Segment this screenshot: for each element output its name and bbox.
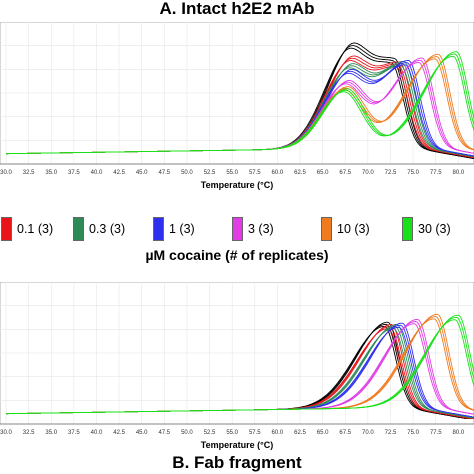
x-tick-label: 80.0 — [452, 170, 464, 176]
x-tick-label: 47.5 — [158, 430, 170, 436]
legend-swatch-3 — [232, 217, 243, 241]
x-tick-label: 32.5 — [23, 430, 35, 436]
legend-label-3: 3 (3) — [248, 222, 274, 236]
panel-b-title: B. Fab fragment — [172, 453, 302, 472]
x-tick-label: 37.5 — [68, 170, 80, 176]
chart-panel-a: 30.0 32.5 35.0 37.5 40.0 42.5 45.0 47.5 50.0 52.5… — [0, 22, 474, 190]
x-tick-label: 77.5 — [430, 170, 442, 176]
legend-swatch-10 — [321, 217, 332, 241]
x-tick-label: 65.0 — [317, 430, 329, 436]
x-tick-label: 72.5 — [385, 170, 397, 176]
x-tick-label: 30.0 — [0, 430, 12, 436]
x-tick-label: 40.0 — [91, 170, 103, 176]
x-tick-label: 55.0 — [226, 430, 238, 436]
x-tick-label: 45.0 — [136, 170, 148, 176]
x-tick-label: 35.0 — [45, 170, 57, 176]
x-tick-label: 47.5 — [158, 170, 170, 176]
legend-item-1: 1 (3) — [153, 216, 195, 242]
legend-item-0.1: 0.1 (3) — [1, 216, 53, 242]
x-tick-label: 70.0 — [362, 430, 374, 436]
x-tick-label: 42.5 — [113, 430, 125, 436]
x-tick-label: 42.5 — [113, 170, 125, 176]
x-tick-label: 35.0 — [45, 430, 57, 436]
x-tick-label: 57.5 — [249, 170, 261, 176]
legend-label-0.1: 0.1 (3) — [17, 222, 54, 236]
x-tick-label: 55.0 — [226, 170, 238, 176]
x-tick-label: 57.5 — [249, 430, 261, 436]
legend-label-10: 10 (3) — [337, 222, 370, 236]
legend-label-0.3: 0.3 (3) — [89, 222, 126, 236]
x-tick-label: 37.5 — [68, 430, 80, 436]
legend: 0.1 (3) 0.3 (3) 1 (3) 3 (3) 10 (3) 30 (3… — [0, 216, 474, 244]
x-tick-label: 77.5 — [430, 430, 442, 436]
series-group — [6, 42, 474, 159]
legend-label-1: 1 (3) — [169, 222, 195, 236]
legend-item-0.3: 0.3 (3) — [73, 216, 125, 242]
x-tick-label: 75.0 — [407, 170, 419, 176]
x-tick-label: 67.5 — [339, 170, 351, 176]
x-tick-label: 52.5 — [204, 170, 216, 176]
x-tick-label: 60.0 — [272, 430, 284, 436]
legend-swatch-30 — [402, 217, 413, 241]
chart-panel-b: 30.0 32.5 35.0 37.5 40.0 42.5 45.0 47.5 50.0 52.5… — [0, 282, 474, 450]
x-tick-label: 40.0 — [91, 430, 103, 436]
series-line-30-3- — [6, 51, 474, 155]
legend-label-30: 30 (3) — [418, 222, 451, 236]
x-tick-label: 72.5 — [385, 430, 397, 436]
x-axis-label: Temperature (°C) — [201, 180, 273, 190]
x-tick-label: 67.5 — [339, 430, 351, 436]
legend-caption: µM cocaine (# of replicates) — [145, 247, 329, 263]
x-tick-label: 80.0 — [452, 430, 464, 436]
x-tick-label: 52.5 — [204, 430, 216, 436]
x-tick-label: 70.0 — [362, 170, 374, 176]
x-tick-label: 62.5 — [294, 430, 306, 436]
series-line-30-3- — [6, 314, 474, 415]
legend-item-30: 30 (3) — [402, 216, 451, 242]
legend-item-3: 3 (3) — [232, 216, 274, 242]
legend-swatch-0.3 — [73, 217, 84, 241]
x-tick-label: 75.0 — [407, 430, 419, 436]
x-tick-label: 50.0 — [181, 430, 193, 436]
series-group — [6, 313, 474, 419]
x-tick-label: 62.5 — [294, 170, 306, 176]
x-tick-label: 45.0 — [136, 430, 148, 436]
panel-a-title: A. Intact h2E2 mAb — [159, 0, 315, 18]
x-tick-label: 32.5 — [23, 170, 35, 176]
legend-item-10: 10 (3) — [321, 216, 370, 242]
x-tick-label: 50.0 — [181, 170, 193, 176]
x-tick-label: 65.0 — [317, 170, 329, 176]
legend-swatch-0.1 — [1, 217, 12, 241]
x-tick-label: 60.0 — [272, 170, 284, 176]
legend-swatch-1 — [153, 217, 164, 241]
x-axis-label: Temperature (°C) — [201, 440, 273, 450]
x-tick-label: 30.0 — [0, 170, 12, 176]
